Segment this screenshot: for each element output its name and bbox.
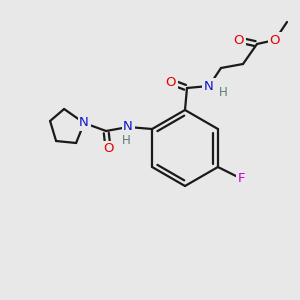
Text: O: O (103, 142, 113, 155)
Text: O: O (234, 34, 244, 46)
Text: N: N (123, 121, 133, 134)
Text: N: N (79, 116, 89, 130)
Text: H: H (122, 134, 130, 146)
Text: H: H (219, 85, 227, 98)
Text: O: O (270, 34, 280, 46)
Text: F: F (238, 172, 246, 185)
Text: O: O (166, 76, 176, 88)
Text: N: N (204, 80, 214, 92)
